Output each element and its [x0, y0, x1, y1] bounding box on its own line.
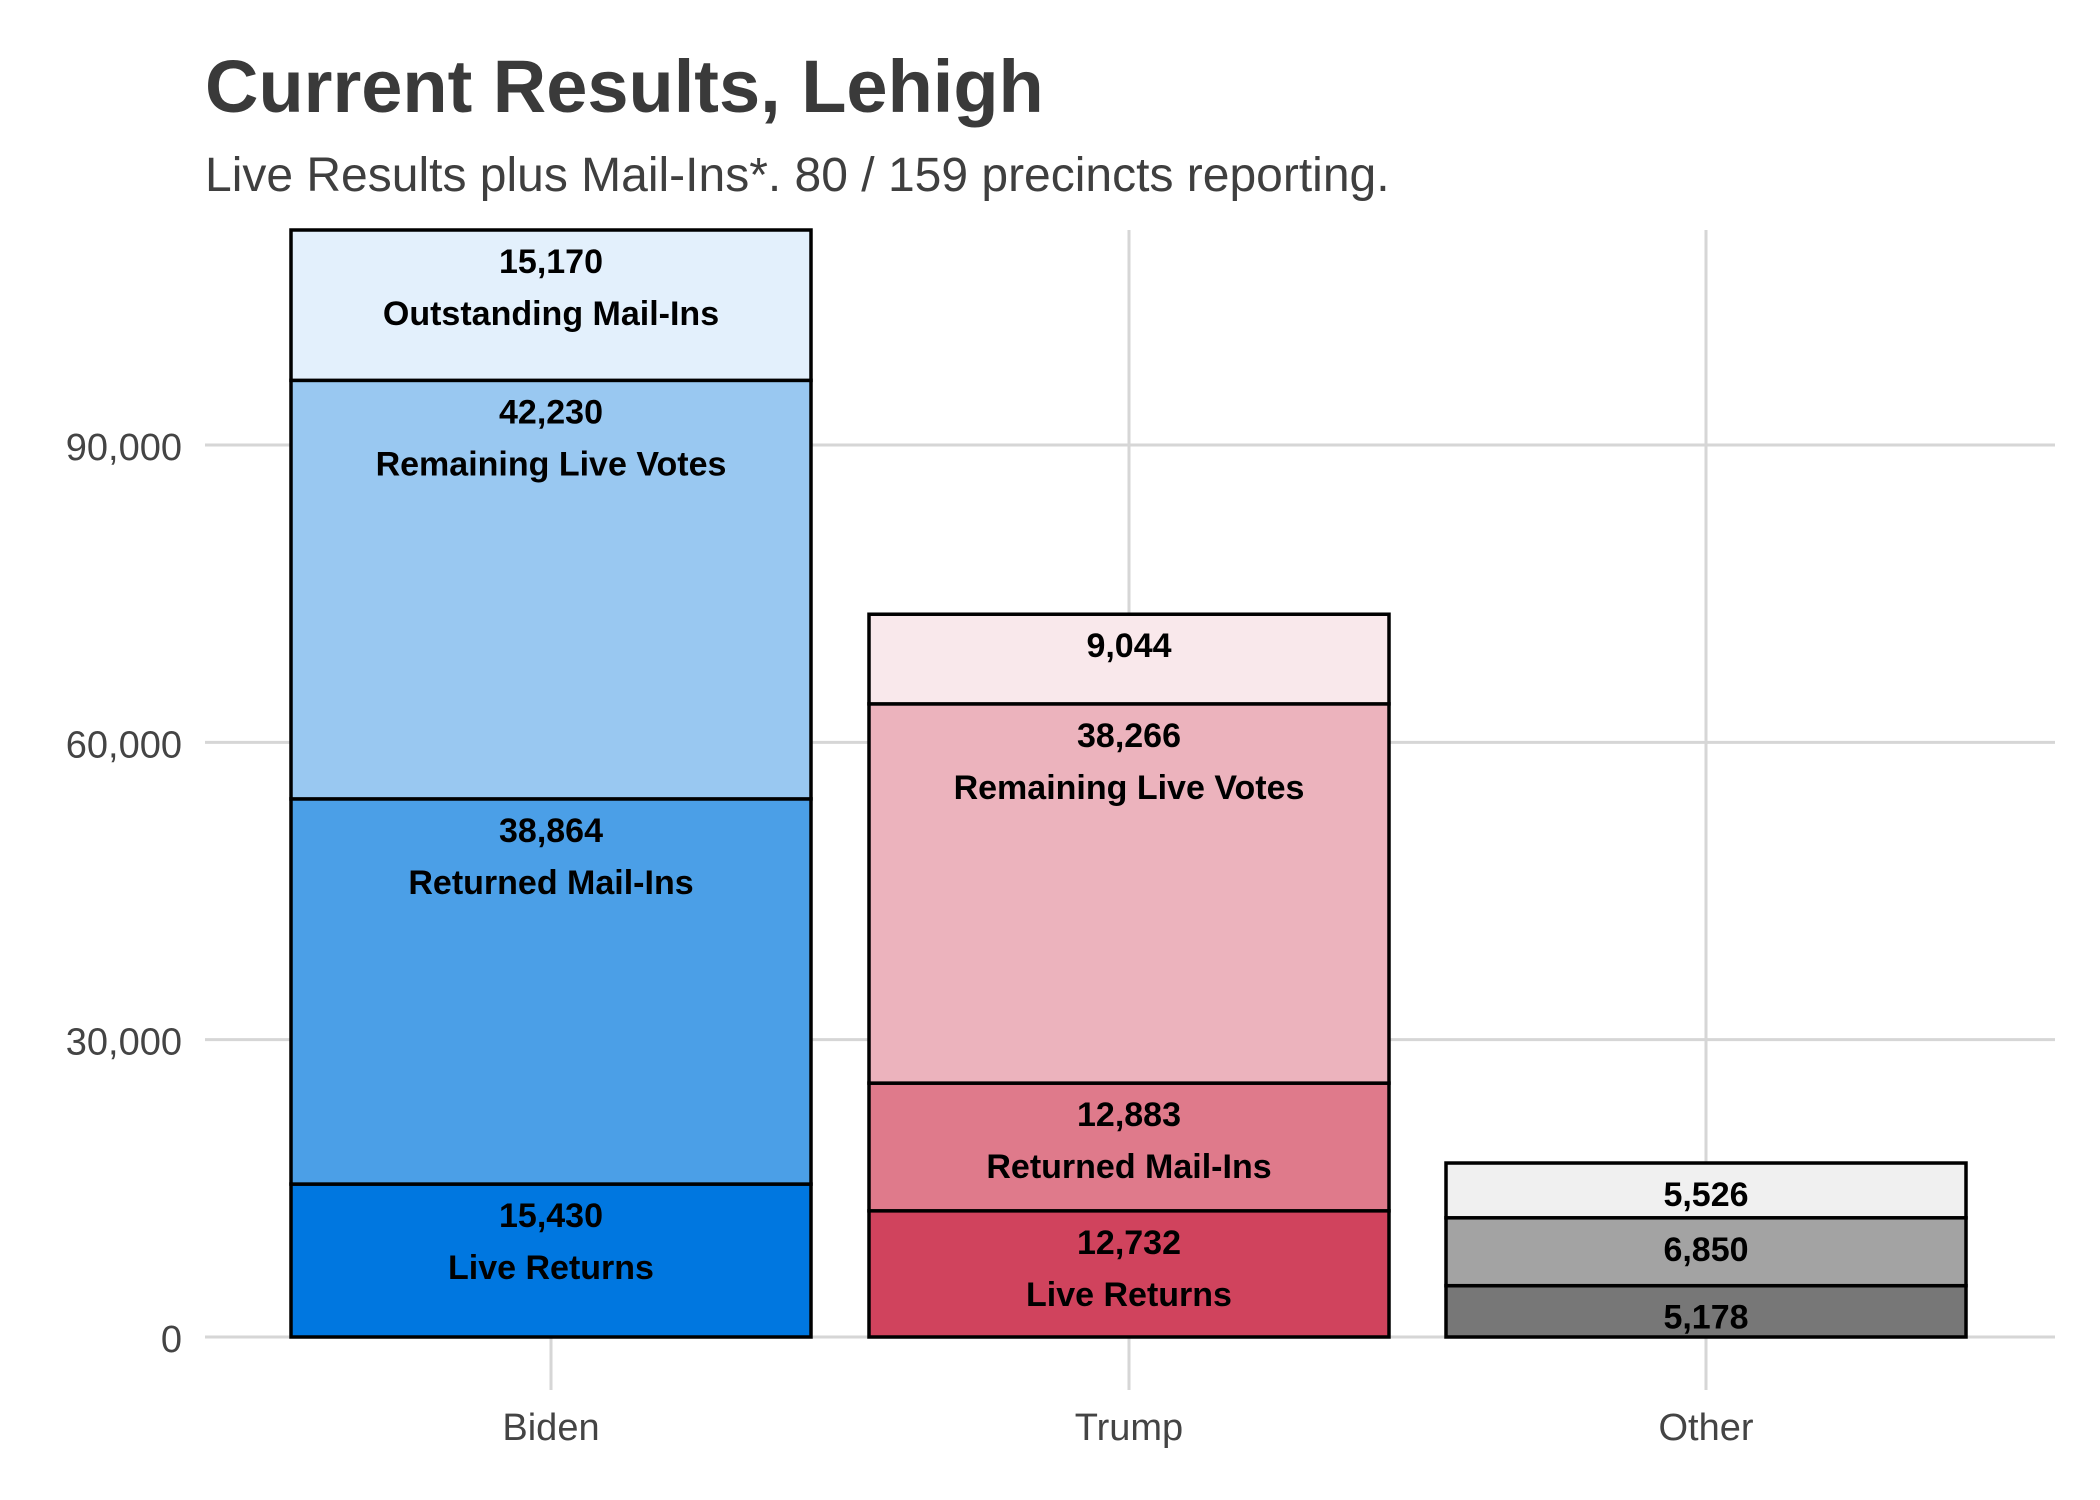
bar-segment-label: Live Returns: [1026, 1276, 1232, 1314]
bar-value-label: 5,526: [1663, 1176, 1748, 1214]
y-tick-label: 90,000: [66, 427, 182, 469]
bar-segment-other-outstanding-mail-ins: [1444, 1161, 1968, 1220]
bar-segment-trump-returned-mail-ins: [867, 1081, 1391, 1213]
bar-segment-biden-returned-mail-ins: [289, 797, 813, 1186]
bar-value-label: 42,230: [499, 393, 603, 431]
bar-segment-label: Returned Mail-Ins: [408, 864, 693, 902]
bar-value-label: 9,044: [1086, 627, 1171, 665]
bar-segment-trump-remaining-live-votes: [867, 702, 1391, 1085]
y-tick-label: 30,000: [66, 1022, 182, 1064]
bars: [289, 228, 1968, 1339]
bar-segment-biden-live-returns: [289, 1182, 813, 1339]
bar-value-label: 15,430: [499, 1197, 603, 1235]
bar-segment-label: Remaining Live Votes: [376, 445, 727, 483]
bar-segment-label: Returned Mail-Ins: [986, 1148, 1271, 1186]
bar-segment-other-live-returns: [1444, 1283, 1968, 1339]
bar-segment-label: Remaining Live Votes: [954, 769, 1305, 807]
bar-value-label: 5,178: [1663, 1299, 1748, 1337]
bar-value-label: 38,266: [1077, 717, 1181, 755]
axes: 0 30,000 60,000 90,000 Biden Trump Other: [66, 427, 1754, 1449]
x-tick-label: Trump: [1075, 1407, 1183, 1449]
chart-title: Current Results, Lehigh: [205, 45, 1044, 128]
bar-segment-label: Live Returns: [448, 1249, 654, 1287]
bar-value-label: 6,850: [1663, 1231, 1748, 1269]
bar-value-label: 15,170: [499, 243, 603, 281]
bar-segment-trump-outstanding-mail-ins: [867, 612, 1391, 706]
bar-segment-other-returned-mail-ins: [1444, 1216, 1968, 1288]
bar-value-label: 12,883: [1077, 1096, 1181, 1134]
chart-subtitle: Live Results plus Mail-Ins*. 80 / 159 pr…: [205, 149, 1390, 202]
bar-labels: 15,430 Live Returns 38,864 Returned Mail-In…: [376, 243, 1749, 1337]
x-tick-label: Other: [1658, 1407, 1753, 1449]
bar-segment-biden-remaining-live-votes: [289, 378, 813, 801]
x-tick-label: Biden: [502, 1407, 599, 1449]
bar-segment-trump-live-returns: [867, 1209, 1391, 1339]
y-tick-label: 0: [161, 1319, 182, 1361]
bar-segment-biden-outstanding-mail-ins: [289, 228, 813, 383]
bar-segment-label: Outstanding Mail-Ins: [383, 295, 719, 333]
bar-value-label: 38,864: [499, 812, 603, 850]
bar-value-label: 12,732: [1077, 1224, 1181, 1262]
y-tick-label: 60,000: [66, 724, 182, 766]
